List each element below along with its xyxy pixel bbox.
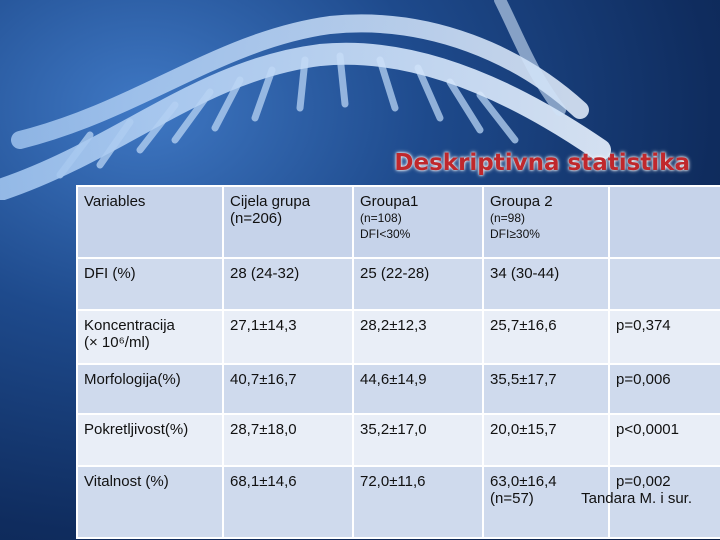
cell-whole-group: 27,1±14,3 [222,309,354,365]
table-row: Koncentracija (× 10⁶/ml) 27,1±14,3 28,2±… [76,309,720,365]
slide-title: Deskriptivna statistika [394,150,690,176]
cell-group2: 63,0±16,4 (n=57) [482,465,610,539]
header-group2-label: Groupa 2 [490,193,553,210]
cell-whole-group: 28 (24-32) [222,257,354,311]
header-p-value [608,185,720,259]
statistics-table: Variables Cijela grupa (n=206) Groupa1 (… [76,185,720,539]
table-row: DFI (%) 28 (24-32) 25 (22-28) 34 (30-44) [76,257,720,311]
header-whole-group: Cijela grupa (n=206) [222,185,354,259]
cell-p-value: p=0,002 [608,465,720,539]
cell-variable: Koncentracija (× 10⁶/ml) [76,309,224,365]
cell-p-value: p=0,006 [608,363,720,415]
cell-group2: 20,0±15,7 [482,413,610,467]
header-group2-n: (n=98) [490,211,526,225]
cell-p-value: p<0,0001 [608,413,720,467]
header-group2: Groupa 2 (n=98) DFI≥30% [482,185,610,259]
table-row: Morfologija(%) 40,7±16,7 44,6±14,9 35,5±… [76,363,720,415]
table-row: Vitalnost (%) 68,1±14,6 72,0±11,6 63,0±1… [76,465,720,539]
cell-group1: 28,2±12,3 [352,309,484,365]
cell-group2: 35,5±17,7 [482,363,610,415]
cell-whole-group: 28,7±18,0 [222,413,354,467]
header-group1-label: Groupa1 [360,193,419,210]
cell-p-value: p=0,374 [608,309,720,365]
header-group1: Groupa1 (n=108) DFI<30% [352,185,484,259]
source-citation: Tandara M. i sur. [581,490,692,507]
table-row: Pokretljivost(%) 28,7±18,0 35,2±17,0 20,… [76,413,720,467]
dna-background-graphic [0,0,611,200]
header-group2-criterion: DFI≥30% [490,227,540,241]
cell-group1: 72,0±11,6 [352,465,484,539]
cell-variable: DFI (%) [76,257,224,311]
cell-group2-n: (n=57) [490,490,534,507]
cell-whole-group: 40,7±16,7 [222,363,354,415]
cell-group2-value: 63,0±16,4 [490,473,557,490]
cell-variable-line1: Koncentracija [84,317,175,334]
cell-group2: 25,7±16,6 [482,309,610,365]
cell-group1: 35,2±17,0 [352,413,484,467]
cell-variable: Vitalnost (%) [76,465,224,539]
cell-variable-line2: (× 10⁶/ml) [84,334,150,351]
cell-group1: 25 (22-28) [352,257,484,311]
header-group1-n: (n=108) [360,211,402,225]
cell-whole-group: 68,1±14,6 [222,465,354,539]
table-header-row: Variables Cijela grupa (n=206) Groupa1 (… [76,185,720,259]
cell-variable: Pokretljivost(%) [76,413,224,467]
cell-group2: 34 (30-44) [482,257,610,311]
cell-group1: 44,6±14,9 [352,363,484,415]
header-variables: Variables [76,185,224,259]
header-whole-group-label: Cijela grupa [230,193,311,210]
header-whole-group-n: (n=206) [230,210,283,227]
cell-variable: Morfologija(%) [76,363,224,415]
cell-p-value [608,257,720,311]
header-group1-criterion: DFI<30% [360,227,411,241]
